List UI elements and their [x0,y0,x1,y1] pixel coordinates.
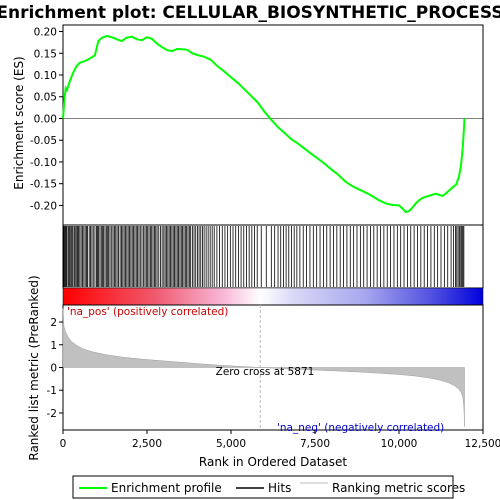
ranking-color-bar [62,287,484,306]
ranking-metric-area [62,308,465,427]
es-y-tick-label: 0.05 [34,92,57,104]
metric-panel: 2 1 0 -1 -2 Zero cross at 5871 'na_pos' (pos… [47,304,484,434]
es-y-tick-label: -0.05 [30,135,57,147]
legend: Enrichment profile Hits Ranking metric s… [72,475,465,499]
es-y-tick-label: 0.10 [34,70,57,82]
es-y-tick-label: 0.00 [34,113,57,125]
x-tick-label: 2,500 [132,438,162,450]
x-tick-label: 5,000 [216,438,246,450]
es-y-tick-label: 0.15 [34,48,57,60]
chart-title: Enrichment plot: CELLULAR_BIOSYNTHETIC_P… [0,3,500,23]
hits-frame [62,224,484,289]
es-y-tick-label: 0.20 [34,27,57,39]
es-y-tick-label: -0.10 [30,157,57,169]
es-panel: 0.20 0.15 0.10 0.05 0.00 -0.05 -0.10 -0.15 -0.20 [30,24,484,226]
metric-y-tick-label: -1 [47,385,57,397]
x-tick-label: 7,500 [300,438,330,450]
x-axis-label: Rank in Ordered Dataset [199,455,347,469]
metric-y-tick-label: 1 [50,340,57,352]
legend-ranking-metric: Ranking metric scores [332,481,465,495]
negative-correlation-label: 'na_neg' (negatively correlated) [277,422,444,434]
legend-hits: Hits [268,481,291,495]
es-plot-frame [62,24,484,226]
color-bar-rect [62,287,484,306]
es-y-tick-label: -0.15 [30,179,57,191]
x-tick-label: 10,000 [381,438,418,450]
positive-correlation-label: 'na_pos' (positively correlated) [67,306,228,318]
zero-cross-label: Zero cross at 5871 [216,366,315,378]
x-axis: 0 2,500 5,000 7,500 10,000 12,500 [60,430,500,450]
metric-y-tick-label: -2 [47,408,57,420]
x-tick-label: 0 [60,438,67,450]
metric-y-tick-label: 2 [50,317,57,329]
legend-frame [72,475,454,499]
enrichment-profile-line [62,34,466,214]
es-axis-label: Enrichment score (ES) [12,56,26,189]
legend-enrichment-profile: Enrichment profile [111,481,222,495]
metric-axis-label: Ranked list metric (PreRanked) [27,275,41,460]
hits-panel [62,224,484,289]
metric-y-tick-label: 0 [50,363,57,375]
x-tick-label: 12,500 [465,438,500,450]
es-y-tick-label: -0.20 [30,200,57,212]
